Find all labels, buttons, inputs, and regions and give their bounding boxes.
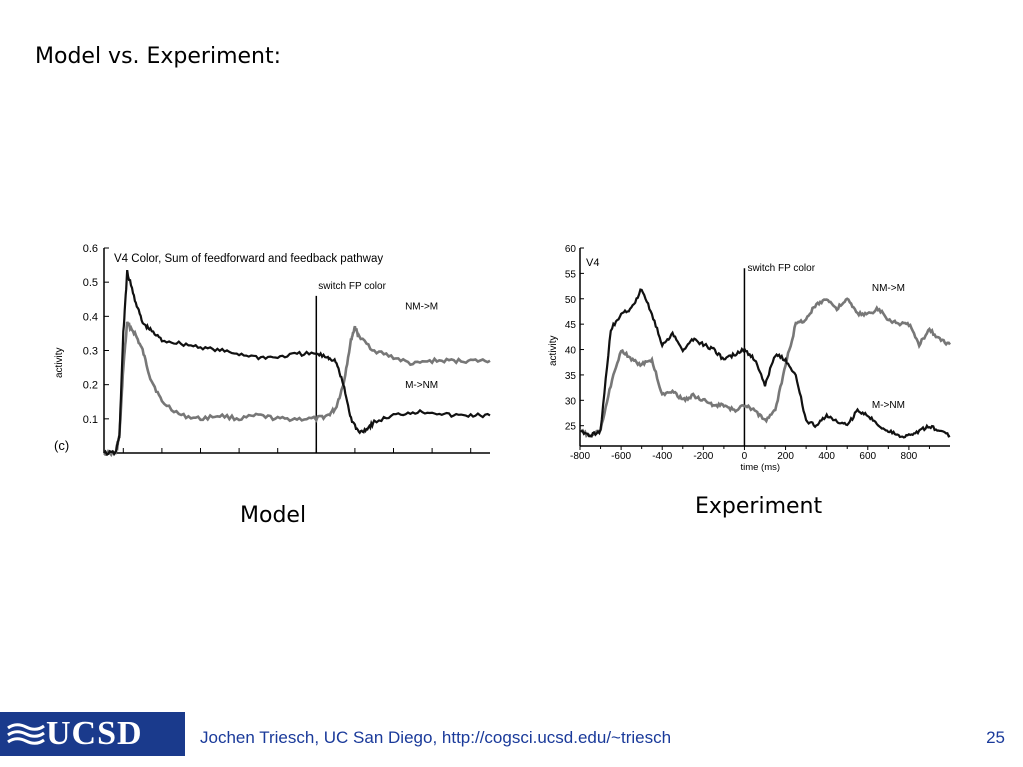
experiment-series-label-nm-m: NM->M (872, 283, 905, 294)
model-chart-title: V4 Color, Sum of feedforward and feedbac… (114, 253, 383, 265)
model-y-tick-label: 0.3 (83, 346, 98, 358)
model-y-tick-label: 0.2 (83, 380, 98, 392)
model-y-tick-label: 0.4 (83, 311, 98, 323)
ucsd-logo[interactable]: UCSD (0, 712, 185, 756)
model-y-axis-label: activity (54, 347, 65, 378)
footer-credit: Jochen Triesch, UC San Diego, http://cog… (200, 728, 672, 747)
experiment-series (579, 288, 952, 439)
model-annotation-switch: switch FP color (318, 281, 386, 292)
model-series-label-m-nm: M->NM (405, 380, 438, 391)
model-series-label-nm-m: NM->M (405, 302, 438, 313)
experiment-ticks: 25 30 35 40 45 50 55 60 -800 -600 -400 -200 0 200 400 6… (565, 244, 930, 462)
experiment-x-tick-label: -600 (611, 451, 631, 462)
experiment-y-tick-label: 35 (565, 371, 577, 382)
model-y-tick-label: 0.5 (83, 277, 98, 289)
experiment-y-tick-label: 45 (565, 320, 577, 331)
model-series (103, 269, 491, 458)
slide-title: Model vs. Experiment: (35, 44, 282, 69)
experiment-x-tick-label: 800 (901, 451, 918, 462)
experiment-y-tick-label: 50 (565, 295, 577, 306)
model-y-tick-label: 0.6 (83, 243, 98, 255)
model-axes (103, 248, 490, 454)
model-chart: 0.1 0.2 0.3 0.4 0.5 0.6 V4 Color, Sum of feed… (54, 243, 491, 458)
experiment-x-axis-label: time (ms) (740, 462, 780, 472)
experiment-y-axis-label: activity (548, 335, 559, 366)
model-panel-label: (c) (54, 438, 69, 453)
experiment-x-tick-label: 200 (777, 451, 794, 462)
experiment-y-tick-label: 40 (565, 346, 577, 357)
ucsd-logo-text: UCSD (46, 715, 143, 752)
experiment-y-tick-label: 25 (565, 422, 577, 433)
model-caption: Model (240, 503, 307, 528)
ucsd-wave-icon (7, 723, 45, 745)
model-y-tick-label: 0.1 (83, 414, 98, 426)
experiment-x-tick-label: -400 (652, 451, 672, 462)
experiment-x-tick-label: 400 (818, 451, 835, 462)
model-series-line-nm-m (103, 321, 491, 458)
experiment-y-tick-label: 60 (565, 244, 577, 255)
experiment-chart: 25 30 35 40 45 50 55 60 -800 -600 -400 -200 0 200 400 6… (548, 244, 952, 472)
experiment-series-label-m-nm: M->NM (872, 400, 905, 411)
experiment-annotation-switch: switch FP color (747, 263, 815, 274)
experiment-x-tick-label: 600 (859, 451, 876, 462)
experiment-chart-title: V4 (586, 257, 599, 269)
experiment-series-line-m-nm (579, 288, 951, 439)
experiment-series-line-nm-m (580, 297, 952, 438)
model-ticks: 0.1 0.2 0.3 0.4 0.5 0.6 (83, 243, 472, 453)
experiment-axes (579, 248, 950, 447)
page-number: 25 (986, 728, 1005, 747)
experiment-caption: Experiment (695, 494, 823, 519)
experiment-x-tick-label: 0 (742, 451, 748, 462)
experiment-x-tick-label: -200 (693, 451, 713, 462)
experiment-y-tick-label: 55 (565, 269, 577, 280)
model-series-line-m-nm (103, 269, 491, 457)
experiment-y-tick-label: 30 (565, 396, 577, 407)
experiment-x-tick-label: -800 (570, 451, 590, 462)
